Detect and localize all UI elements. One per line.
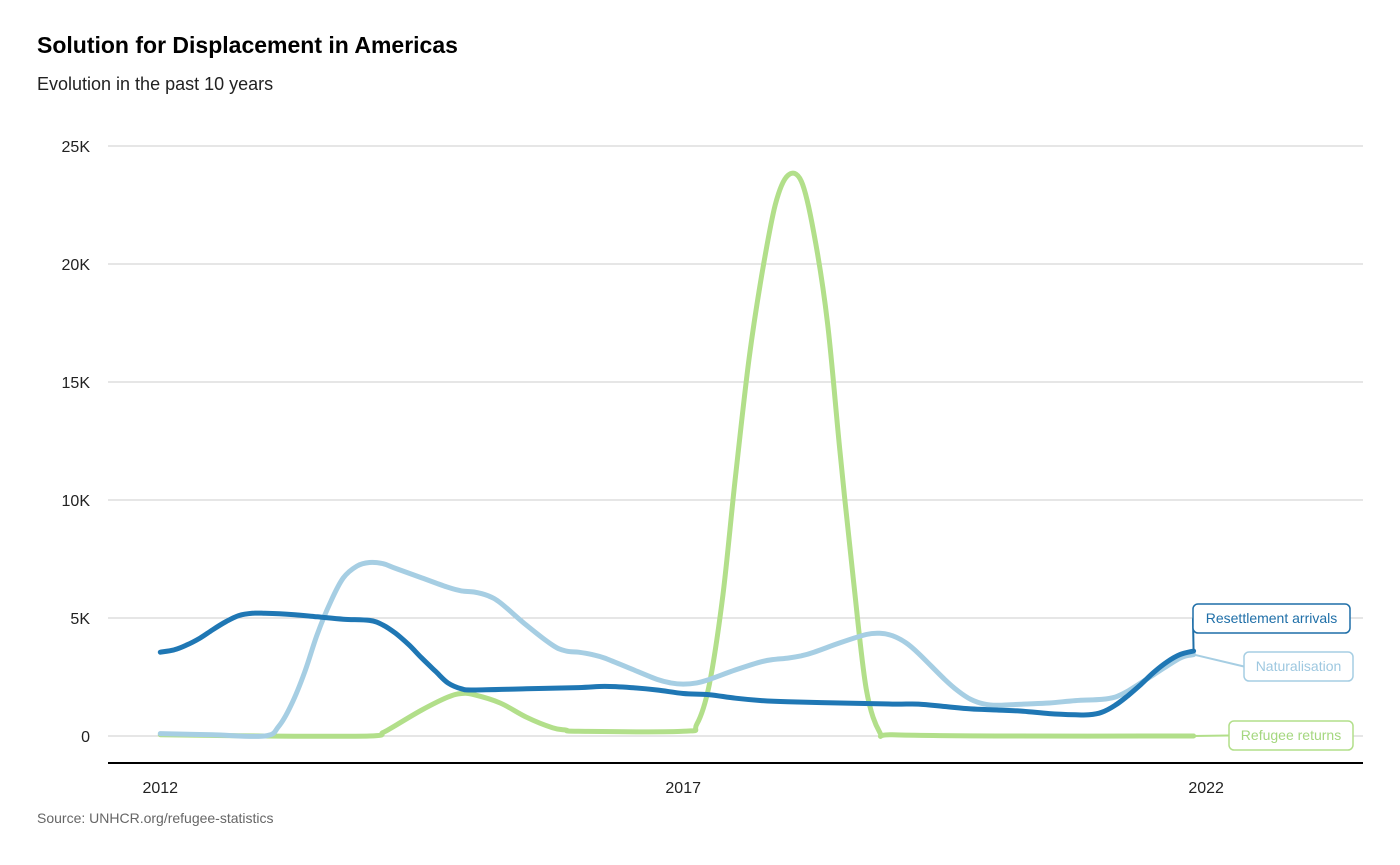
series-end-labels: Resettlement arrivals Naturalisation Refug… [1192,603,1354,751]
end-label-connector [1193,734,1230,737]
axes: 0 5K 10K 15K 20K 25K 2012 2017 2022 [62,139,1363,797]
chart-title: Solution for Displacement in Americas [37,32,458,58]
series-line-naturalisation [157,559,1197,739]
end-label-naturalisation: Naturalisation [1256,658,1342,674]
end-label-box [1243,651,1354,682]
end-label-refugee-returns: Refugee returns [1241,727,1341,743]
y-tick-label: 15K [62,375,91,392]
end-label-box [1228,720,1354,751]
series-lines [157,170,1197,739]
series-line-resettlement-arrivals [157,610,1197,718]
grid-lines [108,145,1363,737]
x-tick-label: 2017 [665,780,701,797]
chart-subtitle: Evolution in the past 10 years [37,74,274,94]
y-tick-label: 10K [62,493,91,510]
x-tick-label: 2022 [1188,780,1224,797]
y-tick-label: 20K [62,257,91,274]
y-tick-label: 5K [70,611,90,628]
y-tick-label: 25K [62,139,91,156]
end-label-box [1192,603,1351,634]
series-line-refugee-returns [157,170,1197,739]
end-label-connector [1193,653,1245,668]
end-label-resettlement-arrivals: Resettlement arrivals [1206,610,1338,626]
x-tick-label: 2012 [142,780,178,797]
y-tick-label: 0 [81,729,90,746]
chart-source: Source: UNHCR.org/refugee-statistics [37,810,274,826]
